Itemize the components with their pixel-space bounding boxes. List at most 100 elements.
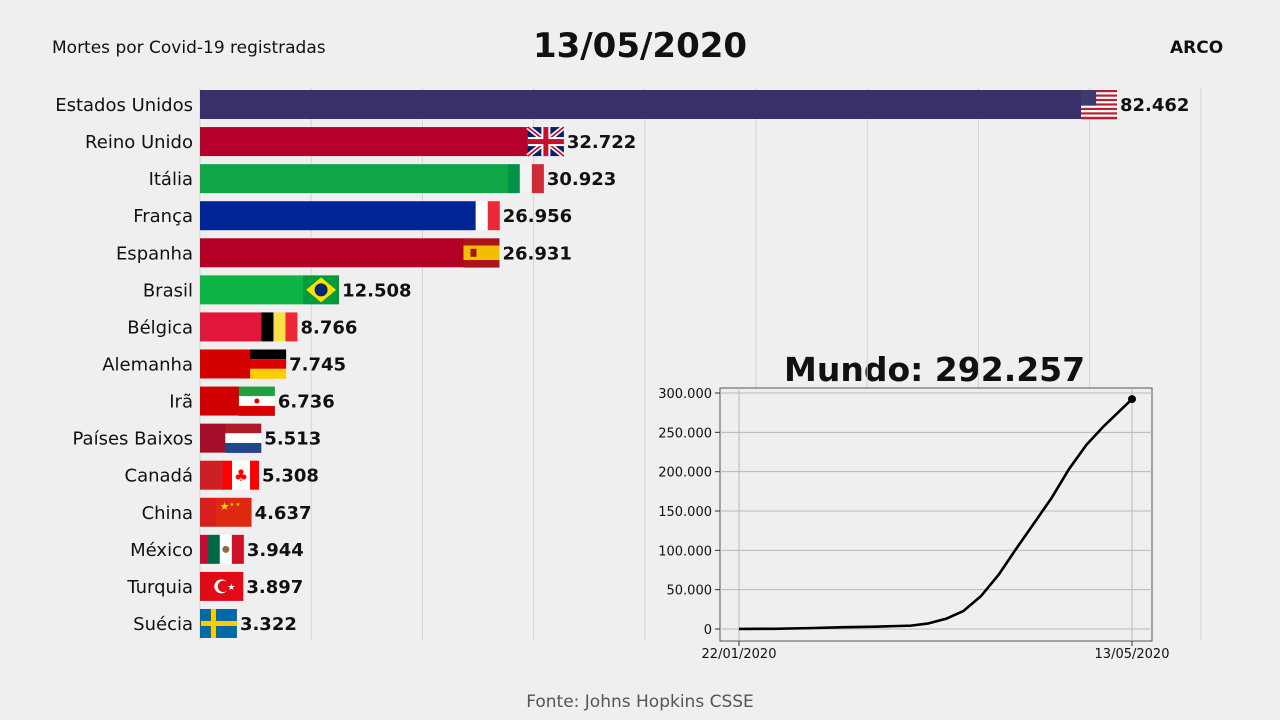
flag-band — [531, 164, 544, 194]
value-label: 5.513 — [264, 429, 321, 450]
flag-band — [250, 368, 287, 379]
flag-band — [463, 201, 476, 231]
bar-row: Bélgica 8.766 — [127, 312, 357, 342]
bar — [200, 275, 305, 305]
value-label: 26.931 — [502, 243, 571, 264]
bar-row: Brasil 12.508 — [143, 275, 412, 305]
flag-stripe — [1081, 112, 1117, 115]
value-label: 12.508 — [342, 280, 411, 301]
flag-cross — [200, 620, 237, 626]
flag-canton — [1081, 90, 1097, 106]
bar-row: Espanha 26.931 — [116, 238, 572, 268]
country-label: Brasil — [143, 280, 193, 301]
flag-band — [232, 460, 251, 490]
y-tick-label: 100.000 — [658, 544, 712, 559]
flag-field — [215, 497, 252, 527]
bar-row: Países Baixos 5.513 — [73, 423, 321, 453]
bar — [200, 312, 263, 342]
flag-stripe — [1081, 94, 1117, 97]
bar — [200, 201, 465, 231]
country-label: Canadá — [125, 466, 194, 487]
value-label: 5.308 — [262, 466, 319, 487]
flag-band — [225, 433, 262, 443]
country-label: Países Baixos — [73, 429, 194, 450]
bar — [200, 349, 252, 379]
flag-stripe — [1081, 96, 1117, 100]
star-icon: ★ — [227, 583, 235, 593]
flag-stripe — [1081, 110, 1117, 113]
source-note: Fonte: Johns Hopkins CSSE — [526, 692, 754, 712]
flag-band — [463, 260, 500, 268]
bar-row: Suécia 3.322 — [133, 608, 297, 638]
flag-band — [507, 164, 520, 194]
flag-band — [463, 238, 500, 246]
country-label: Espanha — [116, 243, 193, 264]
flag-stripe — [1081, 114, 1117, 118]
world-deaths-line — [738, 398, 1133, 631]
flag-band — [225, 442, 262, 453]
value-label: 3.944 — [247, 540, 304, 561]
world-total-title: Mundo: 292.257 — [784, 350, 1086, 389]
flag-emblem — [222, 545, 230, 553]
chart-subtitle: Mortes por Covid-19 registradas — [52, 38, 326, 58]
bar — [200, 460, 225, 490]
plot-frame — [719, 387, 1153, 642]
bar-row: França 26.956 — [133, 201, 572, 231]
flag-band — [231, 534, 244, 564]
bar-row: Irã 6.736 — [169, 386, 335, 416]
flag-emblem — [254, 398, 260, 404]
flag-crescent-cut — [217, 580, 229, 593]
y-tick-label: 0 — [704, 623, 712, 638]
flag-band — [250, 359, 287, 369]
y-tick-label: 150.000 — [658, 505, 712, 520]
bar — [200, 238, 465, 268]
value-label: 4.637 — [255, 503, 312, 524]
flag-band — [519, 164, 532, 194]
value-label: 26.956 — [503, 206, 572, 227]
flag-band — [475, 201, 488, 231]
star-icon: ★ — [220, 500, 230, 513]
bar — [200, 386, 240, 416]
star-icon: ★ ★ — [230, 502, 241, 508]
y-tick-label: 50.000 — [667, 584, 713, 599]
bar-row: ★ Turquia 3.897 — [126, 571, 303, 601]
world-line-chart: 0 50.000 100.000 150.000 200.000 250.000 300.0… — [658, 387, 1169, 662]
flag-band — [223, 460, 233, 490]
country-label: Itália — [149, 169, 193, 190]
flag-band — [273, 312, 286, 342]
value-label: 32.722 — [567, 132, 636, 153]
x-tick-label: 13/05/2020 — [1095, 647, 1170, 662]
flag-globe — [314, 283, 328, 297]
flag-band — [238, 405, 275, 416]
bar — [200, 127, 529, 157]
flag-cross-red — [527, 139, 564, 145]
country-label: Bélgica — [127, 317, 193, 338]
country-label: Alemanha — [102, 354, 193, 375]
bar — [200, 571, 209, 601]
value-label: 6.736 — [278, 392, 335, 413]
current-date: 13/05/2020 — [532, 26, 748, 66]
flag-band — [225, 423, 262, 434]
bar — [200, 534, 209, 564]
flag-emblem — [470, 248, 477, 257]
value-label: 3.322 — [240, 614, 297, 635]
country-label: México — [130, 540, 193, 561]
flag-band — [250, 349, 287, 360]
country-label: China — [142, 503, 193, 524]
flag-stripe — [1081, 98, 1117, 102]
flag-stripe — [1081, 101, 1117, 104]
flag-band — [285, 312, 298, 342]
x-tick-label: 22/01/2020 — [702, 647, 777, 662]
flag-stripe — [1081, 116, 1117, 120]
bar — [200, 164, 509, 194]
country-label: Estados Unidos — [55, 95, 193, 116]
bar-row: México 3.944 — [130, 534, 304, 564]
bar-row: ★ ★ ★ China 4.637 — [142, 497, 312, 527]
country-label: Irã — [169, 392, 193, 413]
brand-label: ARCO — [1170, 38, 1224, 58]
flag-band — [207, 534, 220, 564]
country-label: Turquia — [126, 577, 193, 598]
flag-stripe — [1081, 103, 1117, 106]
bar-row: Alemanha 7.745 — [102, 349, 346, 379]
